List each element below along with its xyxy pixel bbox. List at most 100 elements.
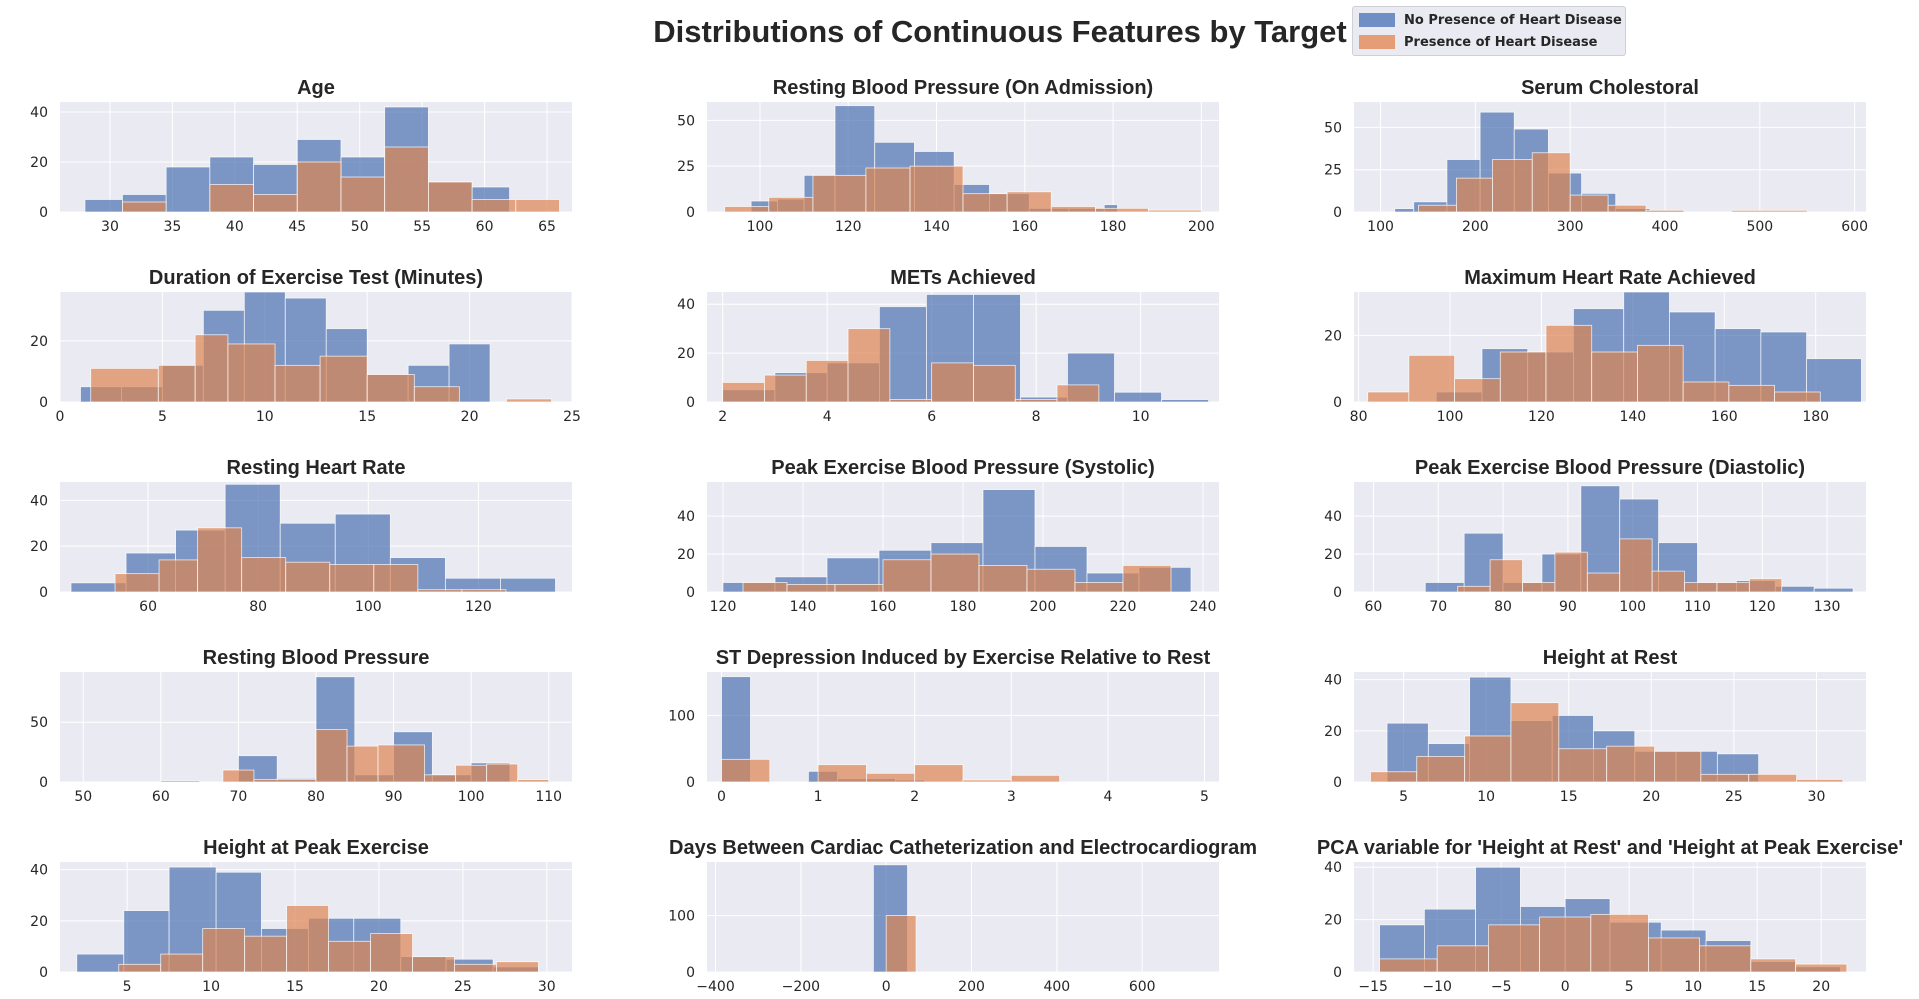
subplot-title: Resting Blood Pressure (On Admission)	[773, 77, 1153, 99]
histogram-bar	[160, 780, 201, 783]
y-tick-label: 20	[1324, 913, 1342, 929]
x-tick-label: 60	[152, 789, 170, 805]
histogram-bar	[1394, 208, 1415, 213]
histogram-bar	[847, 328, 891, 403]
legend: No Presence of Heart Disease Presence of…	[1352, 6, 1626, 56]
x-tick-label: 140	[790, 599, 817, 615]
histogram-bar	[1010, 774, 1061, 783]
histogram-bar	[909, 165, 964, 213]
x-tick-label: 5	[123, 979, 132, 995]
histogram-bar	[882, 559, 932, 593]
y-tick-label: 0	[1333, 585, 1342, 601]
x-tick-label: 300	[1557, 219, 1584, 235]
series-disease	[1367, 324, 1821, 403]
histogram-bar	[377, 744, 426, 783]
x-tick-label: 180	[1802, 409, 1829, 425]
x-tick-label: 20	[461, 409, 479, 425]
histogram-bar	[76, 953, 125, 973]
subplot-4: 0 5 10 15 20 25 0 20 Duration of Exercise Test (…	[30, 267, 581, 425]
histogram-bar	[817, 764, 867, 783]
x-tick-label: 20	[1812, 979, 1830, 995]
histogram-bar	[515, 199, 560, 213]
histogram-bar	[1074, 582, 1124, 593]
histogram-bar	[1813, 587, 1854, 593]
x-tick-label: 5	[1625, 979, 1634, 995]
y-tick-label: 40	[30, 493, 48, 509]
histogram-bar	[786, 584, 836, 593]
y-tick-label: 0	[686, 775, 695, 791]
histogram-bar	[122, 201, 167, 213]
y-tick-label: 0	[1333, 965, 1342, 981]
x-tick-label: −15	[1358, 979, 1388, 995]
y-tick-label: 40	[30, 105, 48, 121]
histogram-bar	[1750, 958, 1797, 973]
histogram-bar	[1796, 779, 1844, 783]
histogram-bar	[1014, 399, 1058, 403]
histogram-bar	[340, 176, 386, 213]
y-tick-label: 0	[686, 205, 695, 221]
histogram-bar	[1637, 344, 1684, 403]
histogram-bar	[241, 557, 287, 593]
histogram-bar	[1408, 354, 1455, 403]
histogram-bar	[328, 940, 371, 973]
histogram-bar	[1682, 381, 1730, 403]
x-tick-label: 0	[56, 409, 65, 425]
series-disease	[222, 728, 550, 783]
x-tick-label: 110	[1684, 599, 1711, 615]
y-tick-label: 0	[39, 395, 48, 411]
histogram-bar	[1464, 735, 1512, 783]
histogram-bar	[1370, 771, 1418, 783]
subplot-title: PCA variable for 'Height at Rest' and 'H…	[1317, 837, 1903, 859]
x-tick-label: 160	[870, 599, 897, 615]
series-disease	[724, 165, 1202, 213]
histogram-bar	[1492, 159, 1533, 213]
histogram-bar	[500, 577, 556, 593]
y-tick-label: 0	[686, 395, 695, 411]
subplot-title: Age	[297, 77, 335, 99]
histogram-bar	[118, 963, 162, 973]
histogram-bar	[1006, 191, 1052, 213]
histogram-bar	[1489, 559, 1523, 593]
x-tick-label: 90	[1559, 599, 1577, 615]
subplot-title: Peak Exercise Blood Pressure (Systolic)	[771, 457, 1155, 479]
histogram-bar	[157, 364, 196, 403]
x-tick-label: −200	[782, 979, 820, 995]
x-tick-label: 130	[1814, 599, 1841, 615]
subplot-title: Resting Heart Rate	[227, 457, 406, 479]
x-tick-label: −10	[1422, 979, 1452, 995]
histogram-bar	[1716, 582, 1750, 593]
subplot-title: Resting Blood Pressure	[203, 647, 430, 669]
subplot-10: 50 60 70 80 90 100 110 0 50 Resting Blood Pressur…	[30, 647, 572, 805]
histogram-bar	[962, 779, 1012, 783]
x-tick-label: 240	[1190, 599, 1217, 615]
histogram-bar	[1654, 750, 1702, 783]
histogram-bar	[471, 199, 517, 213]
x-tick-label: 100	[1367, 219, 1394, 235]
y-tick-label: 20	[677, 346, 695, 362]
x-tick-label: 120	[835, 219, 862, 235]
histogram-bar	[417, 589, 463, 593]
x-tick-label: 70	[1429, 599, 1447, 615]
subplot-9: 60 70 80 90 100 110 120 130 0 20 40 Peak Exercise B…	[1324, 457, 1866, 615]
histogram-bar	[930, 553, 980, 593]
series-disease	[721, 758, 1061, 783]
x-tick-label: 60	[139, 599, 157, 615]
histogram-bar	[114, 573, 160, 593]
y-tick-label: 0	[39, 585, 48, 601]
histogram-bar	[1418, 204, 1457, 213]
histogram-bar	[1648, 937, 1701, 973]
histogram-bar	[764, 374, 807, 403]
series-disease	[1370, 702, 1844, 783]
histogram-bar	[1122, 565, 1172, 593]
subplot-title: Days Between Cardiac Catheterization and…	[669, 837, 1257, 859]
plot-area	[707, 862, 1219, 972]
histogram-bar	[1774, 391, 1821, 403]
histogram-bar	[253, 194, 298, 213]
histogram-bar	[1147, 209, 1202, 213]
y-tick-label: 40	[1324, 860, 1342, 876]
histogram-bar	[319, 355, 368, 403]
subplot-title: Peak Exercise Blood Pressure (Diastolic)	[1415, 457, 1805, 479]
histogram-bar	[834, 584, 884, 593]
x-tick-label: 55	[413, 219, 431, 235]
